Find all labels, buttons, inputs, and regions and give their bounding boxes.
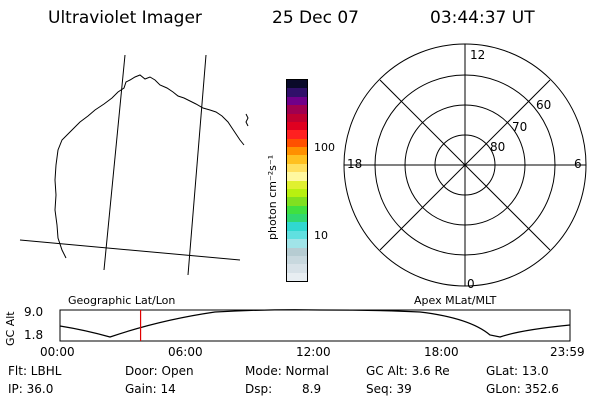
- colorbar-segment: [287, 222, 307, 231]
- colorbar-tick-10: 10: [314, 229, 328, 242]
- app-title: Ultraviolet Imager: [48, 8, 202, 28]
- polar-label-60: 60: [536, 98, 552, 112]
- timeline-frame: [59, 309, 571, 342]
- colorbar-segment: [287, 272, 307, 281]
- colorbar-segment: [287, 113, 307, 122]
- colorbar-segment: [287, 239, 307, 248]
- status-glat: GLat: 13.0: [486, 364, 549, 378]
- colorbar-segment: [287, 197, 307, 206]
- coastline-outline: [54, 74, 245, 259]
- status-ip: IP: 36.0: [8, 382, 54, 396]
- colorbar-segment: [287, 121, 307, 131]
- timeline-tick-0: 00:00: [40, 345, 75, 359]
- colorbar-segment: [287, 247, 307, 256]
- meridian-line-2: [187, 54, 207, 276]
- colorbar-segment: [287, 255, 307, 265]
- polar-label-6: 6: [574, 157, 582, 171]
- coastline-fragment: [245, 113, 249, 127]
- polar-label-70: 70: [512, 120, 528, 134]
- status-gcalt: GC Alt: 3.6 Re: [366, 364, 450, 378]
- timeline-tick-2: 12:00: [296, 345, 331, 359]
- colorbar-segment: [287, 214, 307, 223]
- colorbar-segment: [287, 96, 307, 106]
- altitude-curve: [59, 309, 571, 338]
- timeline-left-title: Geographic Lat/Lon: [68, 294, 176, 307]
- colorbar-segment: [287, 88, 307, 97]
- polar-diagonal-2: [379, 79, 551, 251]
- timeline-right-title: Apex MLat/MLT: [414, 294, 497, 307]
- date-label: 25 Dec 07: [272, 8, 359, 28]
- timeline-tick-1: 06:00: [168, 345, 203, 359]
- timeline-tick-4: 23:59: [550, 345, 585, 359]
- colorbar-segment: [287, 105, 307, 114]
- colorbar-segment: [287, 172, 307, 181]
- status-door: Door: Open: [125, 364, 194, 378]
- status-glon: GLon: 352.6: [486, 382, 559, 396]
- colorbar: [286, 79, 308, 282]
- colorbar-segment: [287, 188, 307, 198]
- polar-label-12: 12: [470, 48, 486, 62]
- status-mode: Mode: Normal: [245, 364, 329, 378]
- polar-label-0: 0: [467, 277, 475, 291]
- colorbar-segment: [287, 230, 307, 240]
- meridian-line-1: [103, 54, 126, 271]
- status-dsp-value: 8.9: [302, 382, 322, 396]
- colorbar-segment: [287, 264, 307, 273]
- timeline-ymax: 9.0: [24, 305, 44, 319]
- status-seq: Seq: 39: [366, 382, 412, 396]
- colorbar-segment: [287, 180, 307, 189]
- colorbar-segment: [287, 163, 307, 173]
- colorbar-segment: [287, 155, 307, 164]
- timeline-tick-3: 18:00: [424, 345, 459, 359]
- polar-label-18: 18: [347, 157, 363, 171]
- colorbar-tick-100: 100: [314, 141, 335, 154]
- colorbar-segment: [287, 205, 307, 214]
- latitude-line: [19, 239, 241, 261]
- status-flt: Flt: LBHL: [8, 364, 62, 378]
- status-dsp-label: Dsp:: [245, 382, 273, 396]
- timeline-ymin: 1.8: [24, 328, 44, 342]
- colorbar-segment: [287, 80, 307, 89]
- time-label: 03:44:37 UT: [430, 8, 535, 28]
- colorbar-segment: [287, 147, 307, 156]
- status-gain: Gain: 14: [125, 382, 176, 396]
- colorbar-segment: [287, 138, 307, 147]
- colorbar-segment: [287, 130, 307, 139]
- polar-label-80: 80: [490, 140, 506, 154]
